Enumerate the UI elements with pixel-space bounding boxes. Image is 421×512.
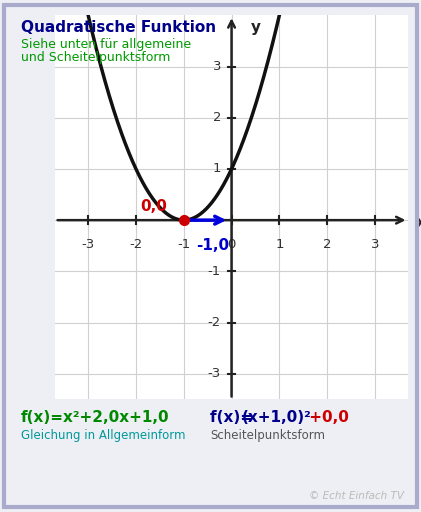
Text: -1: -1: [208, 265, 221, 278]
Text: -3: -3: [208, 367, 221, 380]
Text: f(x)=: f(x)=: [210, 410, 259, 424]
Text: 3: 3: [213, 60, 221, 73]
Text: +0,0: +0,0: [304, 410, 349, 424]
Text: -2: -2: [129, 238, 143, 251]
Text: Scheitelpunktsform: Scheitelpunktsform: [210, 429, 325, 442]
Text: © Echt Einfach TV: © Echt Einfach TV: [309, 490, 404, 501]
Text: -3: -3: [82, 238, 95, 251]
Text: 0,0: 0,0: [141, 199, 168, 214]
Text: -1,0: -1,0: [196, 238, 229, 253]
Text: 1: 1: [275, 238, 284, 251]
Text: Siehe unten für allgemeine: Siehe unten für allgemeine: [21, 38, 191, 51]
Text: -2: -2: [208, 316, 221, 329]
Text: Quadratische Funktion: Quadratische Funktion: [21, 20, 216, 35]
Text: 2: 2: [213, 111, 221, 124]
Text: x: x: [416, 215, 421, 230]
Text: -1: -1: [177, 238, 190, 251]
Text: 3: 3: [370, 238, 379, 251]
Text: y: y: [250, 20, 261, 35]
Text: 0: 0: [227, 238, 236, 251]
Text: Gleichung in Allgemeinform: Gleichung in Allgemeinform: [21, 429, 186, 442]
Text: und Scheitelpunktsform: und Scheitelpunktsform: [21, 51, 171, 64]
Text: (x+1,0)²: (x+1,0)²: [242, 410, 312, 424]
Text: f(x)=x²+2,0x+1,0: f(x)=x²+2,0x+1,0: [21, 410, 170, 424]
Text: 1: 1: [213, 162, 221, 176]
Text: 2: 2: [323, 238, 331, 251]
